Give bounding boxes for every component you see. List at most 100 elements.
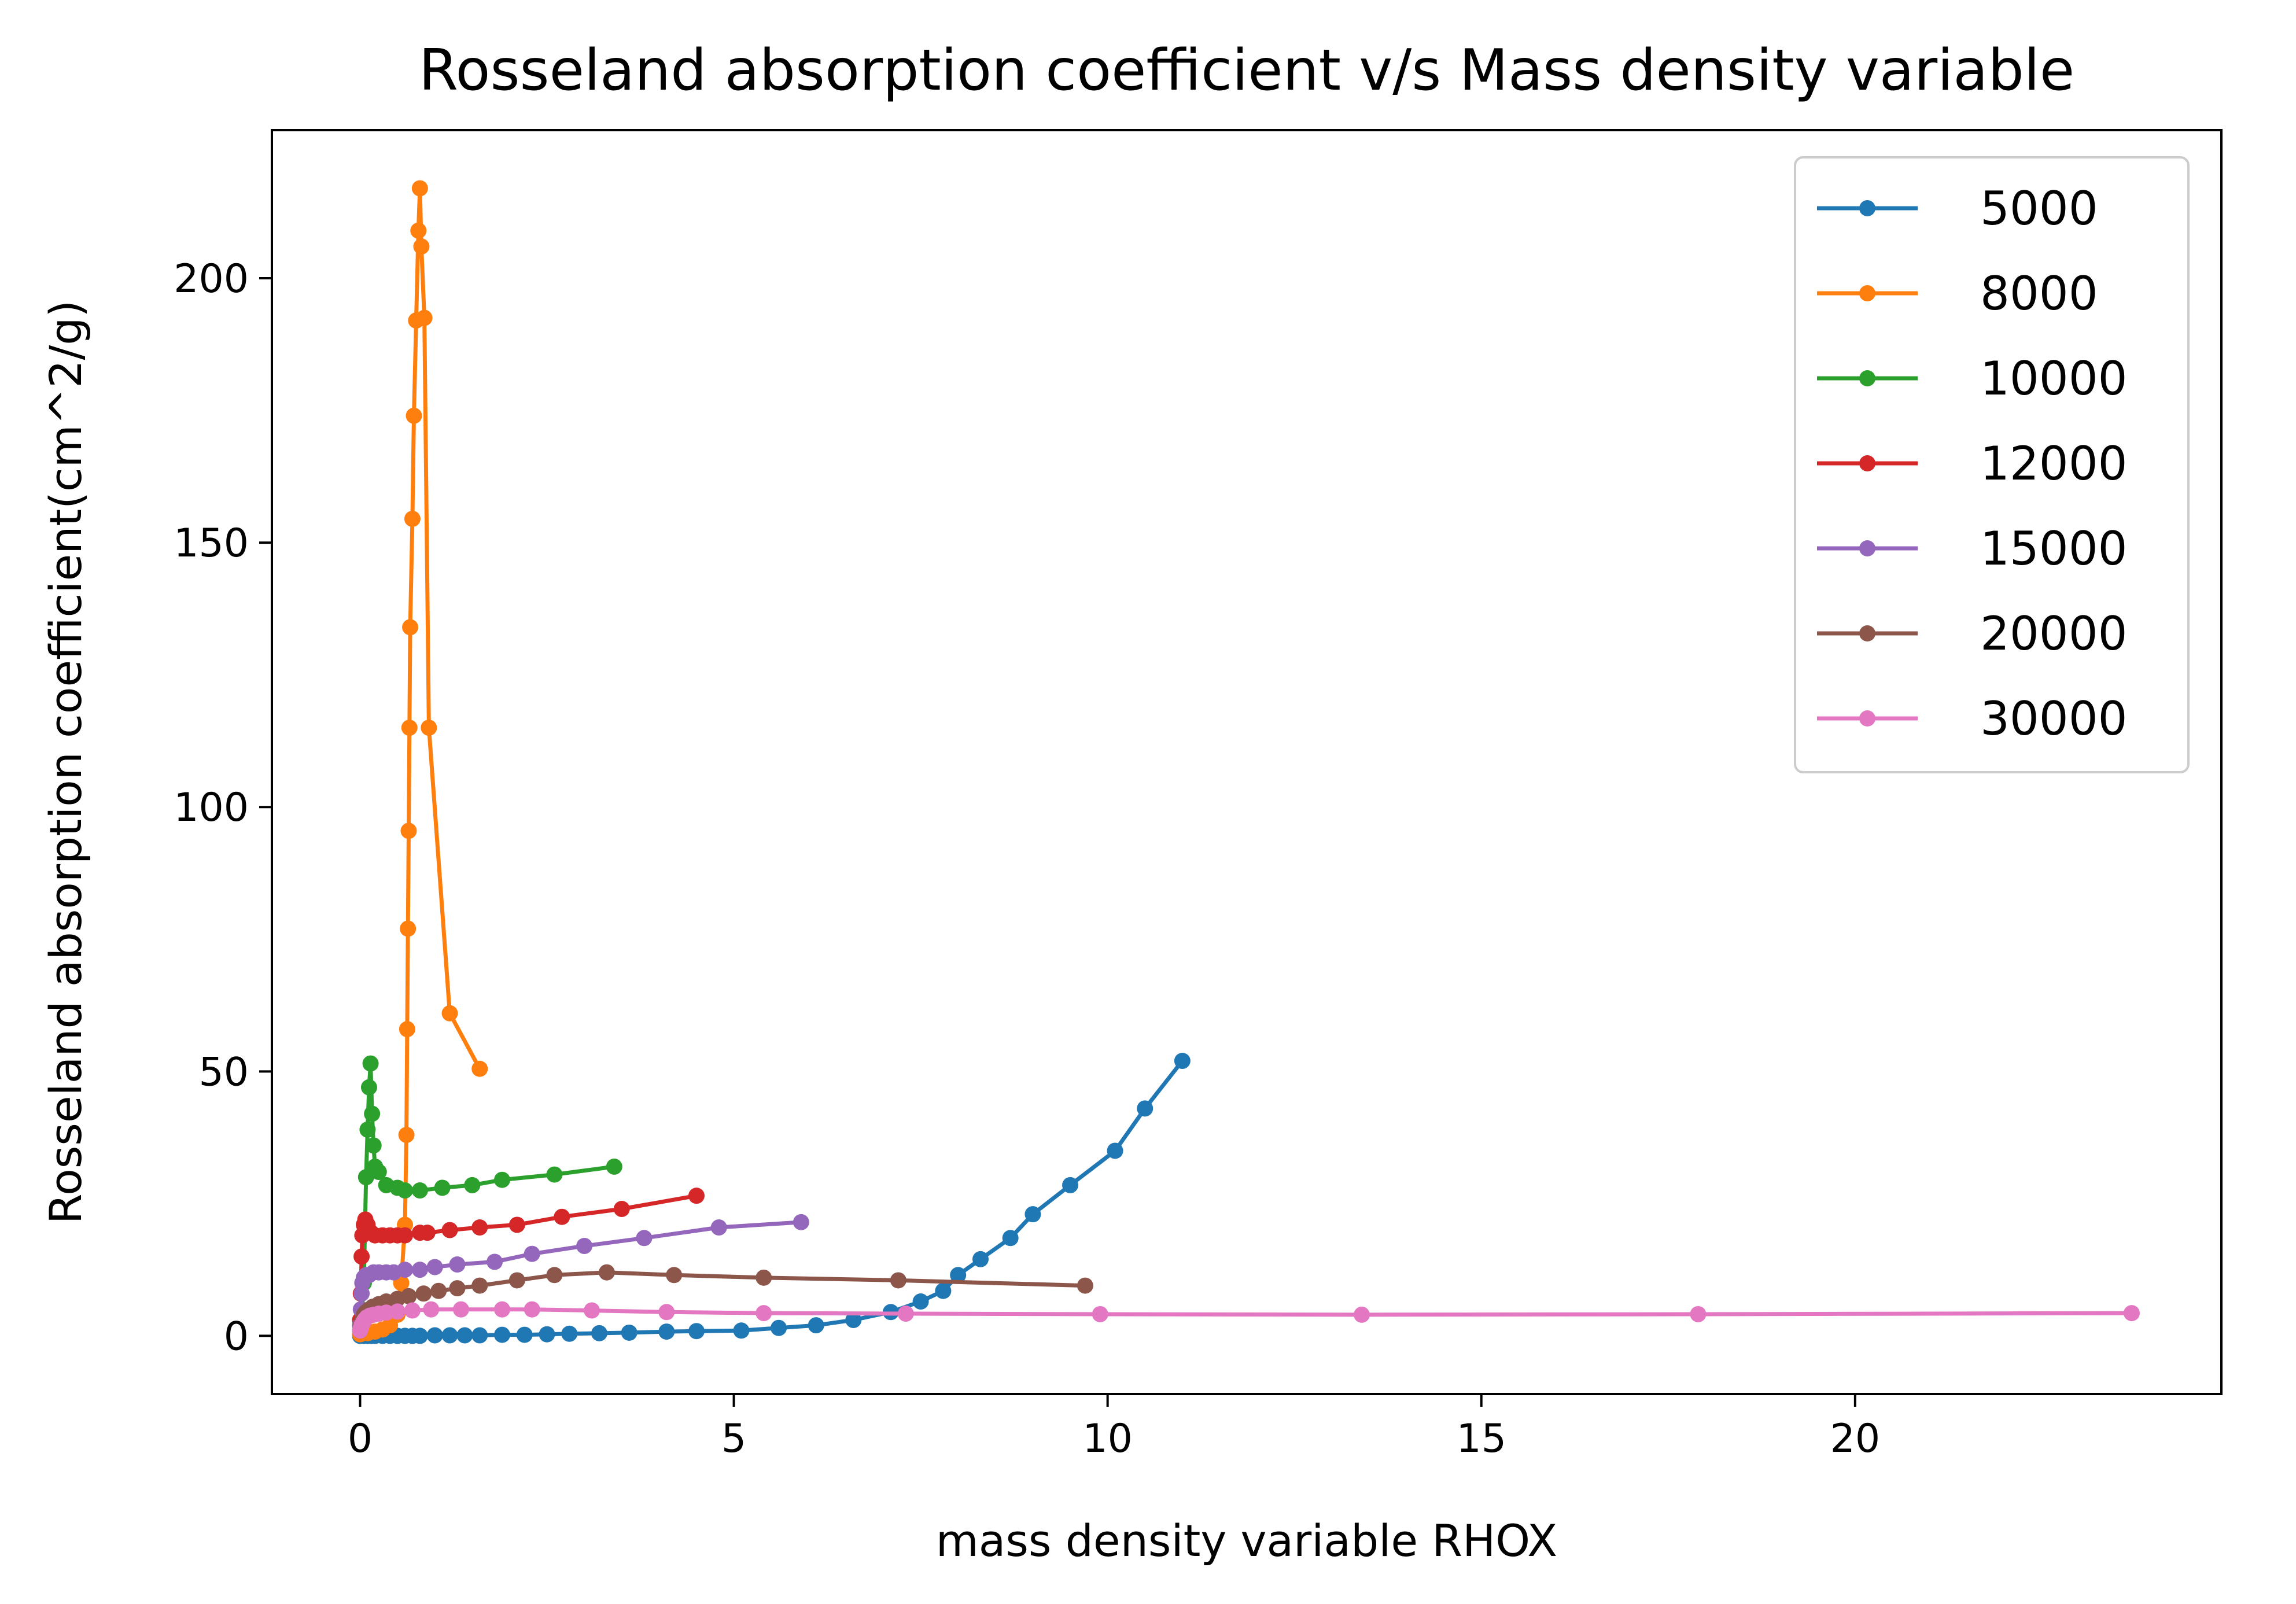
data-point	[397, 1182, 414, 1199]
data-point	[389, 1303, 406, 1320]
data-point	[1092, 1306, 1108, 1322]
data-point	[897, 1306, 914, 1322]
data-point	[364, 1105, 381, 1122]
legend-item-15000: 15000	[1817, 522, 2128, 576]
data-point	[413, 238, 430, 255]
data-point	[404, 510, 421, 527]
legend-marker	[1859, 200, 1875, 216]
legend-label: 12000	[1980, 437, 2128, 491]
data-point	[423, 1301, 440, 1318]
x-axis-ticks: 0 5 10 15 20	[348, 1394, 1880, 1462]
data-point	[449, 1256, 466, 1273]
data-point	[441, 1005, 458, 1022]
data-point	[576, 1238, 593, 1255]
data-point	[410, 222, 427, 239]
data-point	[561, 1325, 578, 1342]
data-point	[360, 1079, 377, 1096]
data-point	[471, 1219, 488, 1236]
legend-marker	[1859, 625, 1875, 641]
data-point	[441, 1327, 458, 1344]
data-point	[370, 1164, 387, 1181]
data-point	[1107, 1142, 1123, 1159]
data-point	[493, 1171, 510, 1188]
data-point	[546, 1267, 563, 1284]
data-point	[524, 1245, 540, 1262]
legend-item-20000: 20000	[1817, 607, 2128, 661]
data-point	[733, 1322, 750, 1339]
data-point	[688, 1188, 705, 1204]
data-point	[400, 1288, 417, 1304]
data-point	[755, 1269, 772, 1286]
data-point	[1174, 1053, 1191, 1070]
data-point	[400, 823, 417, 839]
data-point	[402, 619, 419, 636]
legend-marker	[1859, 285, 1875, 301]
data-point	[658, 1304, 675, 1321]
data-point	[471, 1327, 488, 1344]
data-point	[636, 1230, 653, 1247]
data-point	[404, 1302, 421, 1319]
data-point	[397, 1227, 414, 1244]
data-point	[406, 407, 422, 424]
data-point	[400, 920, 417, 937]
data-point	[441, 1222, 458, 1238]
data-point	[411, 180, 428, 197]
data-point	[358, 1169, 374, 1186]
data-point	[584, 1302, 600, 1319]
data-point	[421, 720, 437, 736]
data-point	[1353, 1306, 1370, 1323]
series-layer	[352, 180, 2140, 1344]
data-point	[890, 1272, 906, 1289]
legend-label: 8000	[1980, 267, 2098, 320]
legend-item-5000: 5000	[1817, 182, 2098, 235]
data-point	[972, 1251, 989, 1267]
data-point	[950, 1267, 967, 1284]
legend-marker	[1859, 455, 1875, 471]
legend-marker	[1859, 540, 1875, 556]
data-point	[845, 1312, 862, 1329]
y-tick-label: 0	[224, 1314, 249, 1359]
x-tick-label: 10	[1082, 1416, 1133, 1462]
data-point	[546, 1166, 563, 1183]
data-point	[771, 1319, 787, 1336]
data-point	[401, 720, 418, 736]
data-point	[591, 1325, 607, 1341]
legend-label: 5000	[1980, 182, 2098, 235]
series-12000	[352, 1188, 705, 1329]
data-point	[1024, 1206, 1041, 1223]
data-point	[411, 1328, 428, 1344]
legend-item-8000: 8000	[1817, 267, 2098, 320]
y-axis-label: Rosseland absorption coefficient(cm^2/g)	[40, 300, 91, 1224]
legend: 5000 8000 10000 12000 15000 20000 30000	[1794, 156, 2190, 773]
data-point	[365, 1137, 382, 1154]
y-axis-ticks: 0 50 100 150 200	[174, 256, 272, 1359]
data-point	[539, 1326, 555, 1343]
data-point	[411, 1182, 428, 1199]
data-point	[452, 1301, 469, 1318]
data-point	[1077, 1277, 1093, 1294]
data-point	[524, 1301, 540, 1318]
legend-label: 30000	[1980, 692, 2128, 746]
data-point	[416, 309, 433, 326]
data-point	[426, 1327, 443, 1344]
data-point	[554, 1208, 570, 1225]
data-point	[2123, 1305, 2140, 1322]
data-point	[666, 1267, 683, 1284]
data-point	[434, 1179, 451, 1196]
data-point	[397, 1262, 414, 1278]
data-point	[1002, 1230, 1019, 1247]
legend-marker	[1859, 710, 1875, 727]
data-point	[471, 1060, 488, 1077]
data-point	[598, 1264, 615, 1281]
data-point	[621, 1324, 637, 1341]
data-point	[755, 1305, 772, 1322]
x-tick-label: 5	[721, 1416, 746, 1462]
y-tick-label: 200	[174, 256, 249, 302]
y-tick-label: 150	[174, 521, 249, 566]
plot-frame	[271, 129, 2223, 1395]
data-point	[912, 1293, 929, 1310]
y-tick-label: 100	[174, 785, 249, 831]
x-axis-label: mass density variable RHOX	[936, 1515, 1558, 1566]
legend-label: 15000	[1980, 522, 2128, 576]
